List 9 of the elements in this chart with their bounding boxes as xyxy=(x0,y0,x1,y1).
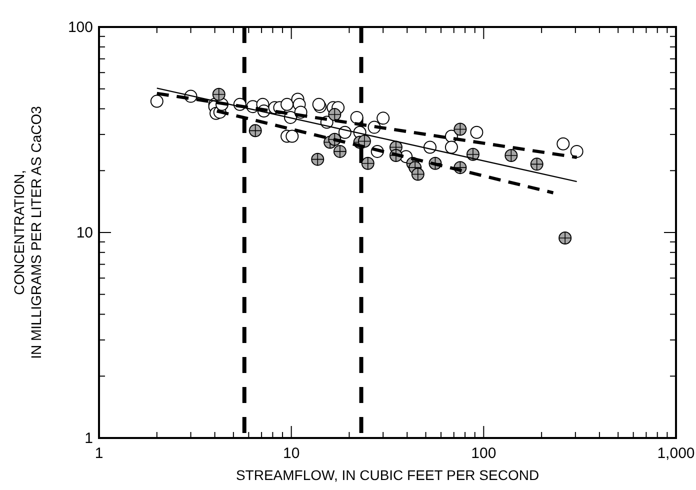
y-axis-title: CONCENTRATION, IN MILLIGRAMS PER LITER AS CaCO3 xyxy=(11,106,44,359)
y-tick-label: 1 xyxy=(84,430,93,447)
x-tick-label: 100 xyxy=(471,445,496,462)
x-tick-label: 10 xyxy=(282,445,300,462)
x-tick-label: 1,000 xyxy=(657,445,695,462)
x-tick-label: 1 xyxy=(94,445,104,462)
y-tick-label: 100 xyxy=(68,19,93,36)
y-tick-label: 10 xyxy=(76,224,93,242)
x-axis-title: STREAMFLOW, IN CUBIC FEET PER SECOND xyxy=(236,467,540,483)
